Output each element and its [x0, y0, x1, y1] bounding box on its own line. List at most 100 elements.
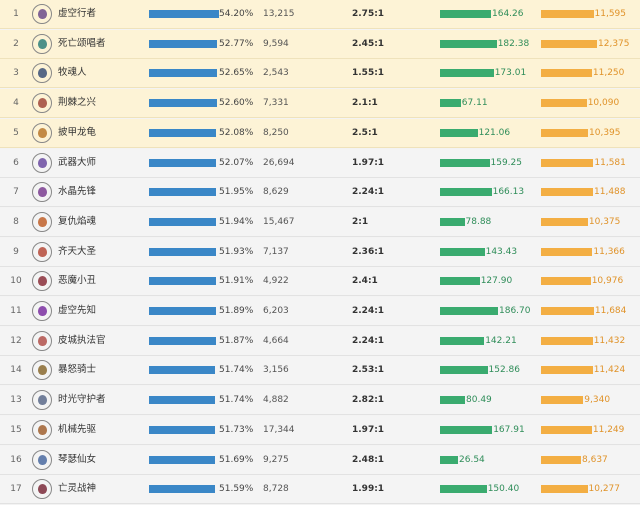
champion-name[interactable]: 牧魂人 [58, 67, 87, 79]
score-value: 26.54 [459, 454, 485, 465]
gold-bar [541, 99, 587, 108]
score-bar [440, 69, 494, 78]
kda-ratio: 2.24:1 [352, 306, 385, 316]
rank-number: 15 [10, 424, 22, 435]
table-row[interactable]: 14 暴怒骑士 51.74% 3,156 2.53:1 152.86 11,424 [0, 356, 640, 386]
gold-value: 8,637 [582, 454, 608, 465]
win-rate-value: 52.60% [219, 98, 254, 109]
champion-name[interactable]: 荆棘之兴 [58, 97, 97, 109]
rank-number: 5 [13, 127, 19, 138]
win-rate-value: 51.73% [219, 424, 254, 435]
table-row[interactable]: 9 齐天大圣 51.93% 7,137 2.36:1 143.43 11,366 [0, 237, 640, 267]
table-row[interactable]: 17 亡灵战神 51.59% 8,728 1.99:1 150.40 10,277 [0, 475, 640, 505]
win-rate-value: 51.69% [219, 454, 254, 465]
win-rate-bar [149, 128, 216, 137]
rank-number: 8 [13, 216, 19, 227]
champion-portrait-icon[interactable] [32, 419, 52, 440]
kda-ratio: 2.82:1 [352, 395, 385, 406]
kda-ratio: 2.1:1 [352, 98, 378, 109]
table-row[interactable]: 13 时光守护者 51.74% 4,882 2.82:1 80.49 9,340 [0, 386, 640, 416]
table-row[interactable]: 3 牧魂人 52.65% 2,543 1.55:1 173.01 11,250 [0, 59, 640, 89]
table-row[interactable]: 7 水晶先锋 51.95% 8,629 2.24:1 166.13 11,488 [0, 178, 640, 208]
champion-name[interactable]: 披甲龙龟 [58, 126, 97, 138]
champion-portrait-icon[interactable] [32, 330, 52, 351]
champion-name[interactable]: 亡灵战神 [58, 483, 97, 495]
table-row[interactable]: 16 琴瑟仙女 51.69% 9,275 2.48:1 26.54 8,637 [0, 445, 640, 475]
champion-portrait-icon[interactable] [32, 211, 52, 232]
champion-portrait-icon[interactable] [32, 390, 52, 411]
table-row[interactable]: 8 复仇焰魂 51.94% 15,467 2:1 78.88 10,375 [0, 207, 640, 237]
champion-name[interactable]: 复仇焰魂 [58, 215, 97, 227]
score-value: 150.40 [487, 484, 520, 495]
score-value: 159.25 [490, 157, 523, 168]
win-rate-value: 52.77% [219, 38, 254, 49]
champion-name[interactable]: 水晶先锋 [58, 186, 97, 198]
win-rate-bar [149, 188, 216, 197]
champion-name[interactable]: 齐天大圣 [58, 245, 97, 257]
table-row[interactable]: 4 荆棘之兴 52.60% 7,331 2.1:1 67.11 10,090 [0, 89, 640, 119]
champion-portrait-icon[interactable] [32, 479, 52, 500]
score-value: 78.88 [465, 216, 492, 227]
table-row[interactable]: 1 虚空行者 54.20% 13,215 2.75:1 164.26 11,595 [0, 0, 640, 29]
win-rate-value: 51.87% [219, 335, 254, 346]
champion-name[interactable]: 死亡颂唱者 [58, 37, 106, 49]
score-bar [440, 188, 492, 197]
table-row[interactable]: 6 武器大师 52.07% 26,694 1.97:1 159.25 11,581 [0, 148, 640, 178]
table-row[interactable]: 2 死亡颂唱者 52.77% 9,594 2.45:1 182.38 12,375 [0, 29, 640, 59]
gold-value: 10,090 [587, 98, 620, 109]
champion-name[interactable]: 琴瑟仙女 [58, 453, 97, 465]
gold-value: 10,375 [588, 216, 621, 227]
champion-portrait-icon[interactable] [32, 4, 52, 24]
champion-portrait-icon[interactable] [32, 122, 52, 143]
rank-number: 14 [10, 365, 22, 376]
gold-value: 11,250 [592, 68, 625, 79]
gold-value: 11,249 [592, 424, 625, 435]
champion-name[interactable]: 虚空行者 [58, 8, 97, 19]
table-row[interactable]: 15 机械先驱 51.73% 17,344 1.97:1 167.91 11,249 [0, 415, 640, 445]
table-row[interactable]: 12 皮城执法官 51.87% 4,664 2.24:1 142.21 11,432 [0, 326, 640, 356]
win-rate-bar [149, 455, 216, 464]
champion-name[interactable]: 武器大师 [58, 156, 97, 168]
champion-portrait-icon[interactable] [32, 241, 52, 262]
games-played: 13,215 [263, 9, 295, 19]
champion-portrait-icon[interactable] [32, 93, 52, 114]
rank-number: 2 [13, 38, 19, 49]
champion-name[interactable]: 皮城执法官 [58, 334, 106, 346]
games-played: 8,728 [263, 484, 289, 495]
gold-value: 10,395 [589, 127, 621, 138]
champion-portrait-icon[interactable] [32, 182, 52, 203]
gold-value: 11,684 [594, 306, 627, 316]
score-bar [440, 10, 491, 18]
champion-portrait-icon[interactable] [32, 360, 52, 381]
champion-portrait-icon[interactable] [32, 33, 52, 54]
champion-portrait-icon[interactable] [32, 449, 52, 470]
champion-name[interactable]: 机械先驱 [58, 423, 97, 435]
score-value: 80.49 [466, 395, 492, 406]
champion-name[interactable]: 恶魔小丑 [58, 275, 97, 287]
champion-portrait-icon[interactable] [32, 152, 52, 173]
table-row[interactable]: 10 恶魔小丑 51.91% 4,922 2.4:1 127.90 10,976 [0, 267, 640, 297]
table-row[interactable]: 5 披甲龙龟 52.08% 8,250 2.5:1 121.06 10,395 [0, 118, 640, 148]
win-rate-bar [149, 425, 216, 434]
champion-name[interactable]: 虚空先知 [58, 305, 97, 316]
score-value: 152.86 [488, 365, 521, 376]
champion-portrait-icon[interactable] [32, 301, 52, 321]
kda-ratio: 2.53:1 [352, 365, 385, 376]
score-value: 173.01 [494, 68, 527, 79]
champion-name[interactable]: 时光守护者 [58, 394, 106, 406]
gold-bar [541, 158, 594, 167]
kda-ratio: 2.45:1 [352, 38, 385, 49]
win-rate-value: 51.74% [219, 395, 254, 406]
kda-ratio: 2.24:1 [352, 335, 385, 346]
win-rate-value: 51.59% [219, 484, 254, 495]
table-row[interactable]: 11 虚空先知 51.89% 6,203 2.24:1 186.70 11,684 [0, 297, 640, 326]
win-rate-value: 52.08% [219, 127, 254, 138]
gold-bar [541, 336, 593, 345]
gold-bar [541, 247, 593, 256]
champion-name[interactable]: 暴怒骑士 [58, 364, 97, 376]
champion-portrait-icon[interactable] [32, 271, 52, 292]
gold-bar [541, 425, 592, 434]
rank-number: 3 [13, 68, 19, 79]
champion-portrait-icon[interactable] [32, 63, 52, 84]
games-played: 9,275 [263, 454, 289, 465]
